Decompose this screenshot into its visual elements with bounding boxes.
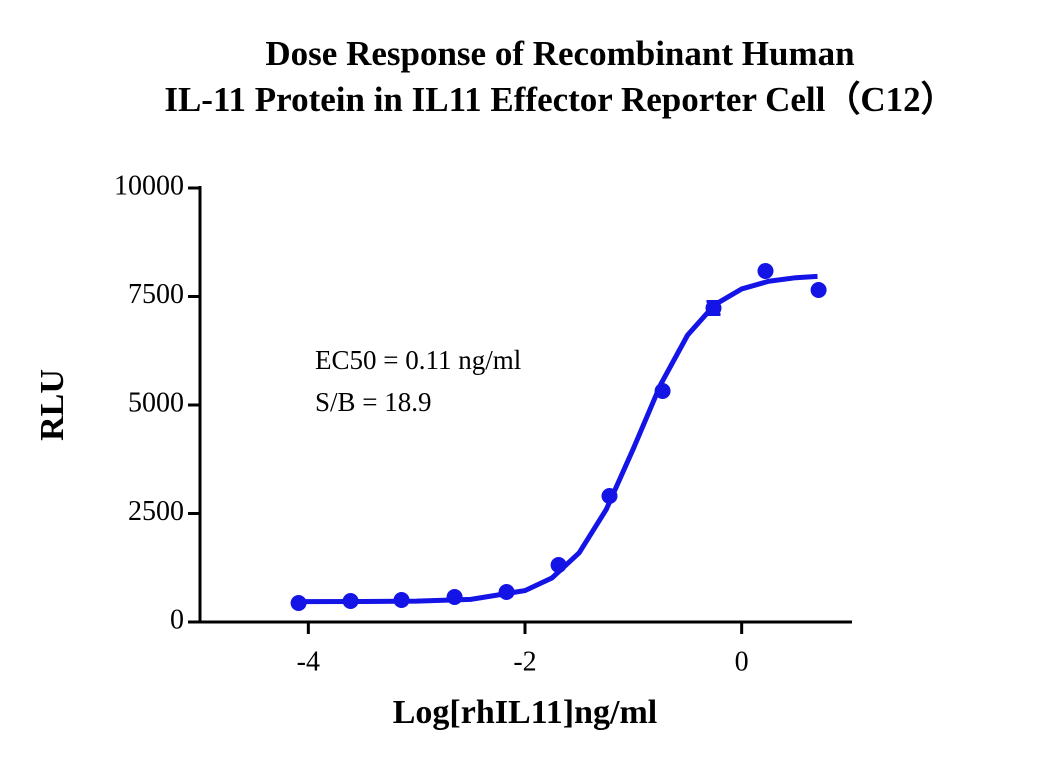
x-axis-title: Log[rhIL11]ng/ml [393, 694, 657, 731]
data-point [550, 557, 567, 574]
data-point [290, 594, 307, 611]
x-tick-label: 0 [735, 646, 749, 677]
y-tick-label: 7500 [128, 279, 184, 310]
y-tick-label: 5000 [128, 387, 184, 418]
data-point [446, 589, 463, 606]
data-point [342, 592, 359, 609]
chart-title: Dose Response of Recombinant Human [265, 34, 854, 73]
data-point [393, 591, 410, 608]
x-tick-label: -4 [297, 646, 320, 677]
annotation: EC50 = 0.11 ng/ml [315, 345, 521, 375]
fit-curve [297, 273, 818, 605]
y-tick-label: 0 [170, 604, 184, 635]
data-point [757, 262, 774, 279]
data-point [705, 300, 722, 317]
annotation: S/B = 18.9 [315, 387, 432, 417]
x-tick-label: -2 [513, 646, 536, 677]
y-axis-title: RLU [34, 369, 71, 441]
chart-title: IL-11 Protein in IL11 Effector Reporter … [164, 80, 955, 119]
data-point [810, 281, 827, 298]
data-point [601, 488, 618, 505]
y-tick-label: 10000 [114, 170, 184, 201]
y-tick-label: 2500 [128, 496, 184, 527]
data-point [654, 382, 671, 399]
data-point [498, 584, 515, 601]
